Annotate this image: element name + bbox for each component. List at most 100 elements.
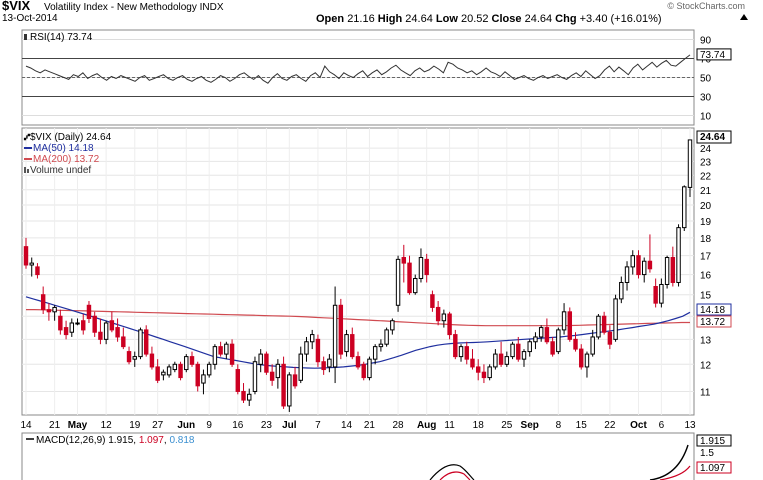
x-tick-label: 9 <box>206 420 212 431</box>
candle-body <box>281 363 286 407</box>
candle-body <box>441 313 447 322</box>
candle-body <box>533 336 538 343</box>
x-tick-label: 13 <box>684 420 696 431</box>
candle-body <box>252 361 258 392</box>
svg-text:13.72: 13.72 <box>700 317 725 328</box>
candle-body <box>166 366 172 376</box>
candle-body <box>23 246 29 266</box>
x-tick-label: 25 <box>501 420 513 431</box>
price-axis: 1112131415161718192021222324 <box>700 144 712 398</box>
price-tick-label: 19 <box>700 217 712 228</box>
svg-text:73.74: 73.74 <box>700 50 725 61</box>
x-tick-label: 7 <box>315 420 321 431</box>
candle-body <box>195 363 200 387</box>
svg-text:1.915: 1.915 <box>700 436 725 447</box>
candle-body <box>527 341 532 353</box>
candle-body <box>321 361 326 371</box>
rsi-tick-label: 30 <box>700 93 712 104</box>
close-value: 24.64 <box>525 13 553 25</box>
rsi-icon <box>24 34 27 40</box>
macd-signal-tag: 1.097 <box>696 461 732 474</box>
svg-text:1.097: 1.097 <box>700 463 725 474</box>
price-tick-label: 12 <box>700 360 712 371</box>
candle-body <box>579 348 584 368</box>
candle-body <box>538 327 544 338</box>
x-tick-label: 18 <box>473 420 485 431</box>
candle-body <box>109 320 115 331</box>
candle-body <box>390 320 395 331</box>
candle-body <box>138 329 143 358</box>
price-label: ⑇$VIX (Daily) 24.64 <box>23 132 112 143</box>
candle-body <box>601 315 607 333</box>
candle-body <box>641 260 647 276</box>
chg-label: Chg <box>555 13 576 25</box>
candle-body <box>350 334 355 358</box>
candle-body <box>178 363 183 379</box>
chg-value: +3.40 (+16.01%) <box>580 13 662 25</box>
candle-body <box>510 343 515 358</box>
candle-body <box>636 255 641 276</box>
candle-body <box>647 260 653 270</box>
candle-body <box>35 266 40 276</box>
candle-body <box>493 353 498 368</box>
candle-body <box>275 363 281 379</box>
x-tick-label: 16 <box>232 420 244 431</box>
watermark: © StockCharts.com <box>667 1 745 11</box>
date-label: 13-Oct-2014 <box>2 13 58 24</box>
price-panel <box>21 127 695 416</box>
candle-body <box>550 341 555 355</box>
candle-body <box>132 356 137 360</box>
ohlc-readout: Open 21.16 High 24.64 Low 20.52 Close 24… <box>316 13 662 25</box>
volume-icon <box>24 167 29 173</box>
candle-body <box>481 371 487 379</box>
close-tag: 24.64 <box>696 130 732 144</box>
x-tick-label: 14 <box>341 420 353 431</box>
candle-body <box>556 329 561 353</box>
candle-body <box>413 278 418 294</box>
candle-body <box>344 334 349 353</box>
candle-body <box>682 186 687 229</box>
candle-body <box>121 336 126 348</box>
candle-body <box>424 258 429 276</box>
svg-text:14.18: 14.18 <box>700 305 725 316</box>
macd-tick: 1.5 <box>700 448 714 459</box>
ma200-tag: 13.72 <box>696 315 732 328</box>
candle-body <box>435 306 441 322</box>
candle-body <box>521 351 527 360</box>
price-tick-label: 18 <box>700 234 712 245</box>
ma50-label: MA(50) 14.18 <box>33 143 94 154</box>
rsi-tick-label: 90 <box>700 36 712 47</box>
x-tick-label: 8 <box>556 420 562 431</box>
candle-body <box>372 346 378 360</box>
candle-body <box>264 353 269 373</box>
candle-body <box>172 363 178 371</box>
candle-body <box>149 353 155 368</box>
candle-body <box>590 336 595 355</box>
candle-body <box>664 257 670 285</box>
price-tick-label: 23 <box>700 157 712 168</box>
candle-body <box>103 322 109 340</box>
candle-body <box>155 366 160 381</box>
price-tick-label: 16 <box>700 271 712 282</box>
candle-body <box>126 351 132 363</box>
ma50-tag: 14.18 <box>696 303 732 316</box>
candle-body <box>29 262 34 266</box>
macd-signal-recent <box>659 465 691 480</box>
x-tick-label: 15 <box>576 420 588 431</box>
candle-body <box>218 346 223 355</box>
price-tick-label: 24 <box>700 144 712 155</box>
candle-body <box>332 304 338 368</box>
candle-body <box>189 356 195 365</box>
rsi-tick-label: 10 <box>700 112 712 123</box>
candle-body <box>46 309 52 313</box>
candle-body <box>584 353 590 368</box>
x-tick-label: 23 <box>261 420 273 431</box>
candle-body <box>75 322 80 325</box>
candle-body <box>453 334 458 358</box>
rsi-value-tag: 73.74 <box>696 48 732 61</box>
candle-body <box>184 356 189 371</box>
candle-body <box>58 315 63 331</box>
macd-value-tag: 1.915 <box>696 434 732 447</box>
candle-body <box>418 257 424 280</box>
